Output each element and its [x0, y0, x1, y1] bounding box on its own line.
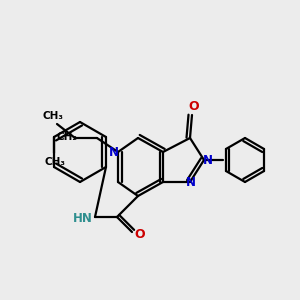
Text: CH₃: CH₃	[44, 157, 65, 167]
Text: N: N	[109, 146, 119, 158]
Text: N: N	[203, 154, 213, 166]
Text: O: O	[135, 227, 145, 241]
Text: O: O	[189, 100, 199, 113]
Text: N: N	[186, 176, 196, 188]
Text: HN: HN	[73, 212, 93, 226]
Text: CH₂: CH₂	[57, 132, 77, 142]
Text: CH₃: CH₃	[43, 111, 64, 121]
